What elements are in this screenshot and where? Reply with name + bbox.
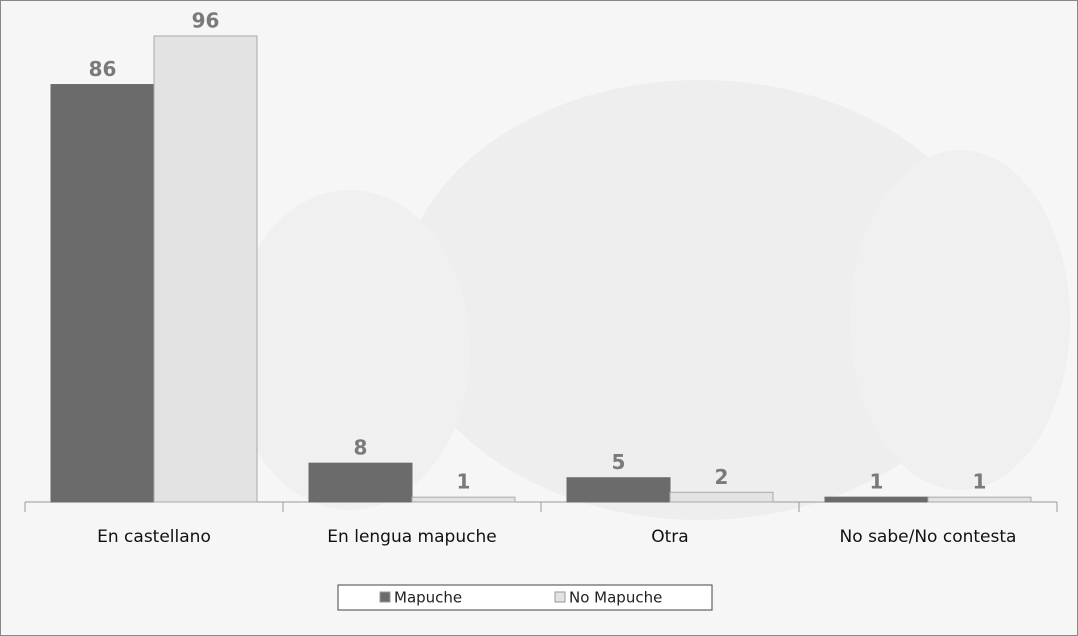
bar [411,496,516,503]
bar [927,496,1032,503]
background-trees [230,80,1070,520]
value-label: 96 [192,9,220,33]
bar [308,462,413,503]
value-label: 1 [457,470,471,494]
legend-label: No Mapuche [569,589,662,607]
value-label: 8 [354,436,368,460]
legend-label: Mapuche [394,589,462,607]
x-tick-label: En lengua mapuche [327,527,496,547]
legend-swatch [554,591,566,603]
value-label: 5 [612,450,626,474]
x-tick-label: No sabe/No contesta [840,527,1017,547]
bar [50,84,155,503]
x-tick-label: Otra [651,527,688,547]
x-tick-label: En castellano [97,527,211,547]
bar [153,35,258,503]
value-label: 2 [715,465,729,489]
value-label: 86 [89,57,117,81]
legend-swatch [379,591,391,603]
value-label: 1 [973,470,987,494]
legend-box [337,584,713,611]
value-label: 1 [870,470,884,494]
bar [824,496,929,503]
bar [566,477,671,503]
bar [669,491,774,503]
